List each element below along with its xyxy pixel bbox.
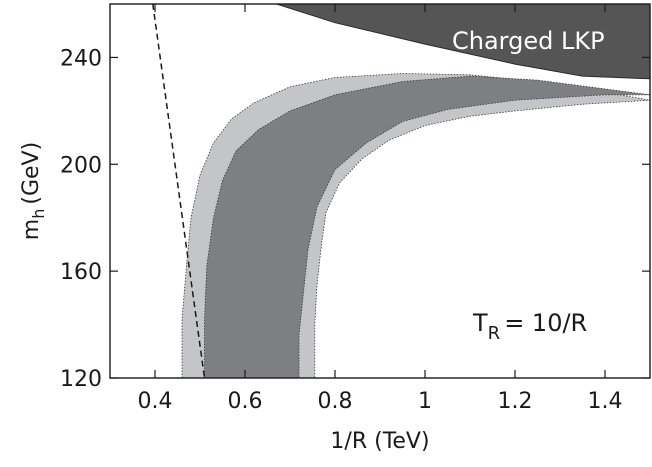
tr-annotation: TR= 10/R	[472, 309, 587, 344]
x-tick-label: 0.4	[138, 389, 173, 414]
x-tick-label: 0.6	[228, 389, 263, 414]
y-tick-label: 160	[60, 260, 102, 285]
y-axis-title-sub: h	[29, 209, 48, 219]
tr-annotation-rest: = 10/R	[504, 309, 587, 337]
y-axis-title: mh (GeV)	[19, 142, 48, 240]
x-tick-label: 1.4	[588, 389, 623, 414]
charged-lkp-label: Charged LKP	[452, 27, 605, 55]
y-axis-title-main: m	[19, 219, 44, 240]
tr-annotation-main: T	[472, 309, 488, 337]
y-tick-label: 120	[60, 367, 102, 392]
y-axis-title-unit: (GeV)	[19, 142, 44, 205]
y-tick-label: 200	[60, 153, 102, 178]
x-tick-label: 1.2	[498, 389, 533, 414]
y-tick-label: 240	[60, 46, 102, 71]
tr-annotation-sub: R	[488, 323, 501, 344]
x-tick-label: 1	[418, 389, 432, 414]
x-axis-title: 1/R (TeV)	[330, 429, 429, 454]
x-tick-label: 0.8	[318, 389, 353, 414]
